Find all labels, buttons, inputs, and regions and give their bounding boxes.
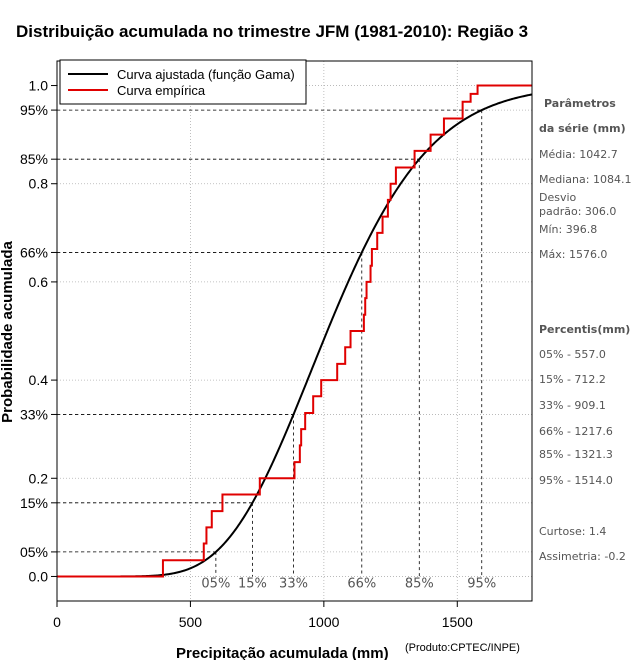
percentile-x-label-0: 05% [201, 576, 230, 591]
legend-label-fitted: Curva ajustada (função Gama) [117, 67, 295, 82]
curves [57, 84, 533, 578]
x-tick-label-0: 0 [53, 614, 61, 630]
params-title-2: da série (mm) [539, 122, 626, 135]
y-axis-ticks: 0.0 0.2 0.4 0.6 0.8 1.0 05% 15% 33% 66% 85% 95% [20, 78, 57, 584]
x-axis-ticks: 0 500 1000 1500 [53, 601, 473, 630]
chart-title: Distribuição acumulada no trimestre JFM … [16, 22, 528, 41]
legend-label-empirical: Curva empírica [117, 83, 206, 98]
y-ptick-label-3: 66% [20, 244, 48, 260]
x-tick-label-3: 1500 [442, 614, 473, 630]
y-tick-label-2: 0.4 [29, 372, 49, 388]
y-axis-label: Probabilidade acumulada [0, 240, 16, 422]
pct-95: 95% - 1514.0 [539, 474, 613, 487]
pct-66: 66% - 1217.6 [539, 425, 613, 438]
legend: Curva ajustada (função Gama) Curva empír… [59, 59, 307, 105]
x-axis-label: Precipitação acumulada (mm) [176, 645, 389, 660]
stat-desvio-1: Desvio [539, 191, 577, 204]
percentile-x-label-1: 15% [238, 576, 267, 591]
y-ptick-label-2: 33% [20, 406, 48, 422]
y-tick-label-5: 1.0 [29, 78, 49, 94]
fitted-gamma-curve [57, 93, 533, 578]
stat-max: Máx: 1576.0 [539, 248, 607, 261]
plot-frame [56, 60, 533, 602]
y-tick-label-0: 0.0 [29, 568, 49, 584]
y-tick-label-3: 0.6 [29, 274, 49, 290]
y-ptick-label-4: 85% [20, 151, 48, 167]
stat-curtose: Curtose: 1.4 [539, 525, 606, 538]
stat-assimetria: Assimetria: -0.2 [539, 550, 626, 563]
grid-lines [56, 61, 532, 601]
credit-text: (Produto:CPTEC/INPE) [405, 642, 520, 654]
stat-mediana: Mediana: 1084.1 [539, 173, 631, 186]
percentis-title: Percentis(mm) [539, 323, 630, 336]
empirical-step-curve [57, 84, 533, 578]
y-ptick-label-5: 95% [20, 102, 48, 118]
pct-05: 05% - 557.0 [539, 348, 606, 361]
percentile-x-label-5: 95% [467, 576, 496, 591]
y-tick-label-1: 0.2 [29, 470, 49, 486]
legend-box [59, 59, 307, 105]
x-tick-label-1: 500 [179, 614, 203, 630]
y-ptick-label-1: 15% [20, 495, 48, 511]
y-tick-label-4: 0.8 [29, 176, 49, 192]
percentile-x-label-3: 66% [347, 576, 376, 591]
y-ptick-label-0: 05% [20, 544, 48, 560]
x-tick-label-2: 1000 [308, 614, 339, 630]
percentile-x-label-2: 33% [279, 576, 308, 591]
params-title-1: Parâmetros [544, 97, 616, 110]
pct-15: 15% - 712.2 [539, 373, 606, 386]
percentile-x-labels: 05% 15% 33% 66% 85% 95% [201, 576, 496, 591]
side-panel: Parâmetros da série (mm) Média: 1042.7 M… [539, 97, 631, 563]
pct-85: 85% - 1321.3 [539, 448, 613, 461]
stat-desvio-2: padrão: 306.0 [539, 205, 616, 218]
pct-33: 33% - 909.1 [539, 399, 606, 412]
percentile-guide-lines [57, 109, 483, 577]
stat-min: Mín: 396.8 [539, 223, 597, 236]
percentile-x-label-4: 85% [405, 576, 434, 591]
stat-media: Média: 1042.7 [539, 148, 618, 161]
